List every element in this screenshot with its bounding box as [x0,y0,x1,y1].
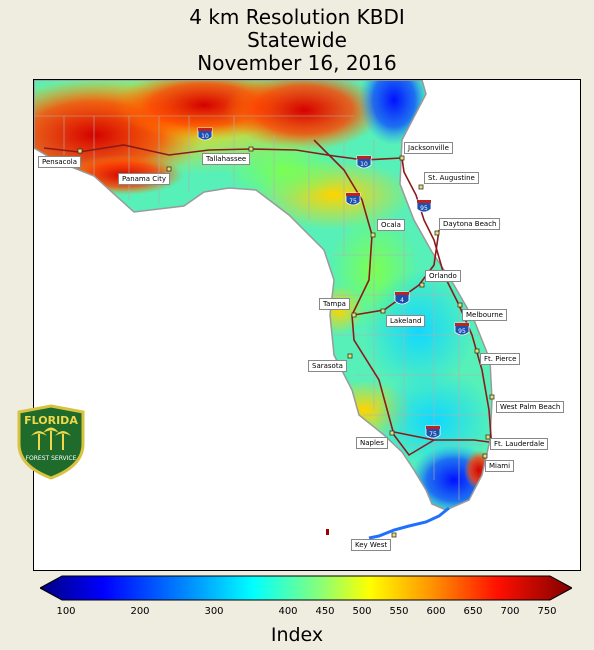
city-label-tampa: Tampa [319,298,350,310]
city-label-naples: Naples [356,437,388,449]
city-label-orlando: Orlando [425,270,461,282]
city-label-lakeland: Lakeland [386,315,426,327]
interstate-shields: 10 10 75 95 4 95 75 [197,127,470,439]
city-label-melbourne: Melbourne [462,309,507,321]
florida-keys [326,506,450,540]
shield-i4-label: 4 [400,297,404,304]
colorbar [40,575,572,601]
colorbar-label: Index [270,624,324,646]
colorbar-tick-750: 750 [537,606,557,617]
city-label-ft-lauderdale: Ft. Lauderdale [490,438,549,450]
city-label-west-palm-beach: West Palm Beach [496,401,565,413]
colorbar-tick-200: 200 [130,606,150,617]
city-label-st-augustine: St. Augustine [424,172,479,184]
city-label-ocala: Ocala [377,219,405,231]
map-title-line2: Statewide [247,28,347,52]
florida-forest-service-logo: FLORIDA FOREST SERVICE [17,404,85,480]
city-label-daytona-beach: Daytona Beach [439,218,501,230]
city-markers [77,146,495,538]
palm-trees-icon [31,427,71,450]
shield-i10-east-label: 10 [360,161,368,168]
city-label-key-west: Key West [351,539,392,551]
city-label-tallahassee: Tallahassee [202,153,251,165]
colorbar-tick-600: 600 [426,606,446,617]
index-field [34,80,492,510]
city-label-ft-pierce: Ft. Pierce [480,353,521,365]
highways [43,139,493,457]
colorbar-tick-100: 100 [56,606,76,617]
colorbar-tick-400: 400 [278,606,298,617]
shield-i95-label: 95 [420,205,428,212]
shield-i75-label: 75 [349,198,357,205]
city-label-jacksonville: Jacksonville [404,142,453,154]
shield-i75-south-label: 75 [429,431,437,438]
city-label-sarasota: Sarasota [308,360,347,372]
colorbar-tick-500: 500 [352,606,372,617]
colorbar-tick-700: 700 [500,606,520,617]
shield-i95-south-label: 95 [458,328,466,335]
shield-i10-label: 10 [201,133,209,140]
florida-map: 10 10 75 95 4 95 75 [34,80,495,540]
city-label-pensacola: Pensacola [38,156,82,168]
map-title-line3: November 16, 2016 [197,51,397,75]
city-label-panama-city: Panama City [118,173,170,185]
map-panel: 10 10 75 95 4 95 75 Pensacola Panama Cit… [33,79,581,571]
colorbar-tick-450: 450 [315,606,335,617]
colorbar-tick-550: 550 [389,606,409,617]
colorbar-tick-300: 300 [204,606,224,617]
map-title-line1: 4 km Resolution KBDI [189,5,405,29]
colorbar-tick-650: 650 [463,606,483,617]
logo-text-florida: FLORIDA [24,414,78,427]
city-label-miami: Miami [485,460,515,472]
logo-text-forest-service: FOREST SERVICE [26,455,77,462]
